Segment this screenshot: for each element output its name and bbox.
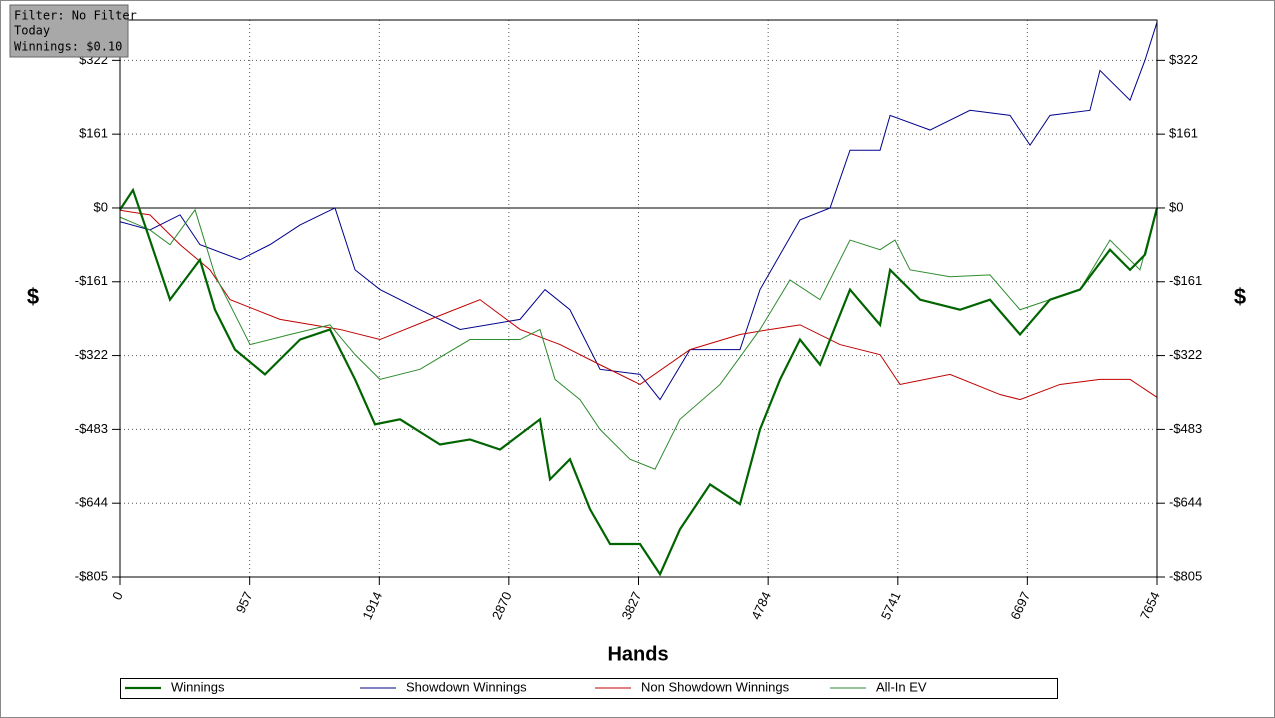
y-tick-label: -$644 [75,495,108,510]
legend-label: Winnings [171,679,225,694]
legend-box [120,678,1058,699]
legend-label: All-In EV [876,679,927,694]
y2-tick-label: -$644 [1169,495,1202,510]
series-line [119,22,1158,401]
info-filter: Filter: No Filter [14,9,137,23]
x-axis-label: Hands [607,643,668,665]
y-tick-label: -$322 [75,347,108,362]
y2-axis-label: $ [1234,284,1246,309]
y-tick-label: $161 [79,126,108,141]
plot-border [119,19,1158,578]
info-background [9,4,129,58]
y-tick-label: -$161 [75,273,108,288]
y-tick-label: -$805 [75,568,108,583]
info-period: Today [14,24,50,38]
y2-tick-label: -$805 [1169,568,1202,583]
legend-label: Showdown Winnings [406,679,527,694]
y2-tick-label: $161 [1169,126,1198,141]
info-box: Filter: No Filter Today Winnings: $0.10 [9,4,137,58]
y2-tick-label: $322 [1169,52,1198,67]
info-winnings: Winnings: $0.10 [14,40,122,54]
plot-area [119,19,1158,578]
series-line [119,207,1158,470]
legend-label: Non Showdown Winnings [641,679,790,694]
y2-tick-label: -$322 [1169,347,1202,362]
y2-tick-label: $0 [1169,199,1183,214]
y-axis-label: $ [27,284,39,309]
y2-tick-label: -$161 [1169,273,1202,288]
y-tick-label: -$483 [75,421,108,436]
series-line [119,187,1159,577]
series-line [119,209,1158,401]
y2-tick-label: -$483 [1169,421,1202,436]
y-tick-label: $0 [94,199,108,214]
